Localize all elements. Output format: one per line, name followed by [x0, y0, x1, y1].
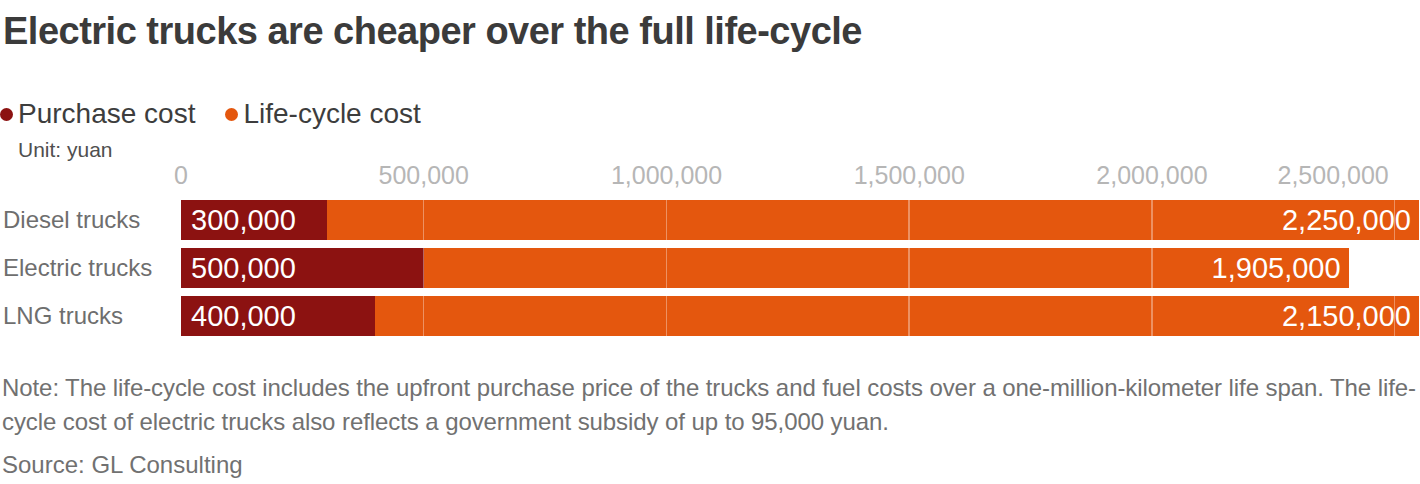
- x-tick-label: 500,000: [379, 161, 469, 189]
- legend-item-purchase: Purchase cost: [0, 98, 195, 130]
- purchase-value-label: 500,000: [191, 248, 296, 288]
- purchase-value-label: 400,000: [191, 296, 296, 336]
- legend-label-purchase: Purchase cost: [18, 98, 195, 130]
- bar-segment-lifecycle: [424, 248, 1349, 288]
- gridline: [908, 200, 910, 336]
- category-label: Electric trucks: [3, 248, 152, 288]
- lifecycle-value-label: 2,250,000: [1282, 200, 1411, 240]
- lifecycle-value-label: 1,905,000: [1212, 248, 1341, 288]
- note-text: Note: The life-cycle cost includes the u…: [2, 371, 1416, 439]
- bar-segment-lifecycle: [375, 296, 1419, 336]
- legend-dot-lifecycle-icon: [225, 108, 238, 121]
- purchase-value-label: 300,000: [191, 200, 296, 240]
- gridline: [1151, 200, 1153, 336]
- bar-segment-lifecycle: [327, 200, 1419, 240]
- x-tick-label: 0: [174, 161, 188, 189]
- x-tick-label: 1,500,000: [854, 161, 965, 189]
- legend: Purchase cost Life-cycle cost: [0, 100, 421, 128]
- category-label: LNG trucks: [3, 296, 123, 336]
- x-tick-label: 1,000,000: [611, 161, 722, 189]
- source-text: Source: GL Consulting: [2, 451, 243, 479]
- gridline: [423, 200, 425, 336]
- gridline: [666, 200, 668, 336]
- legend-dot-purchase-icon: [0, 108, 13, 121]
- lifecycle-value-label: 2,150,000: [1282, 296, 1411, 336]
- x-tick-label: 2,000,000: [1096, 161, 1207, 189]
- note-line: cycle cost of electric trucks also refle…: [2, 405, 1416, 439]
- category-label: Diesel trucks: [3, 200, 140, 240]
- x-tick-label: 2,500,000: [1278, 161, 1389, 189]
- legend-label-lifecycle: Life-cycle cost: [243, 98, 420, 130]
- unit-label: Unit: yuan: [18, 138, 113, 162]
- legend-item-lifecycle: Life-cycle cost: [225, 98, 420, 130]
- chart: Electric trucks are cheaper over the ful…: [0, 0, 1420, 484]
- chart-title: Electric trucks are cheaper over the ful…: [3, 12, 862, 50]
- note-line: Note: The life-cycle cost includes the u…: [2, 371, 1416, 405]
